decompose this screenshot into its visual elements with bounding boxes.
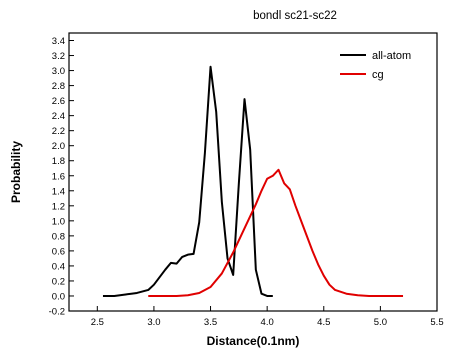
y-tick-label: 1.8 [52, 156, 65, 167]
chart-title: bondl sc21-sc22 [253, 10, 337, 22]
y-tick-label: 2.4 [52, 111, 65, 122]
y-tick-label: 0.8 [52, 231, 65, 242]
y-tick-label: 1.0 [52, 216, 65, 227]
series-line-2 [148, 168, 404, 297]
y-tick-label: 1.2 [52, 201, 65, 212]
y-tick-label: 3.0 [52, 66, 65, 77]
series-layer [102, 65, 404, 297]
y-tick-label: -0.2 [49, 307, 65, 318]
x-tick-label: 3.5 [204, 317, 217, 328]
y-tick-label: 0.4 [52, 261, 65, 272]
y-tick-label: 0.6 [52, 246, 65, 257]
legend-label: cg [372, 69, 384, 81]
x-tick-label: 3.0 [147, 317, 160, 328]
series-line-1 [102, 65, 273, 297]
y-tick-label: 3.2 [52, 51, 65, 62]
y-tick-label: 2.8 [52, 81, 65, 92]
x-tick-label: 5.0 [374, 317, 387, 328]
y-tick-label: 3.4 [52, 36, 65, 47]
x-tick-label: 2.5 [91, 317, 104, 328]
y-tick-label: 1.6 [52, 171, 65, 182]
plot-area-frame [68, 32, 438, 312]
x-tick-label: 5.5 [430, 317, 443, 328]
y-tick-label: 1.4 [52, 186, 65, 197]
y-tick-label: 2.6 [52, 96, 65, 107]
y-tick-label: 2.2 [52, 126, 65, 137]
legend-label: all-atom [372, 50, 411, 62]
x-axis: 2.5 3.0 3.5 4.0 4.5 5.0 5.5 [91, 306, 444, 328]
y-axis: -0.2 0.0 0.2 0.4 0.6 0.8 1.0 1.2 1.4 1.6 1.8 2.0 2.2… [49, 36, 74, 318]
y-tick-label: 2.0 [52, 141, 65, 152]
legend: all-atom cg [340, 50, 411, 81]
x-axis-title: Distance(0.1nm) [207, 334, 300, 348]
x-tick-label: 4.0 [261, 317, 274, 328]
y-tick-label: 0.0 [52, 291, 65, 302]
y-tick-label: 0.2 [52, 276, 65, 287]
y-axis-title: Probability [9, 141, 23, 203]
x-tick-label: 4.5 [317, 317, 330, 328]
